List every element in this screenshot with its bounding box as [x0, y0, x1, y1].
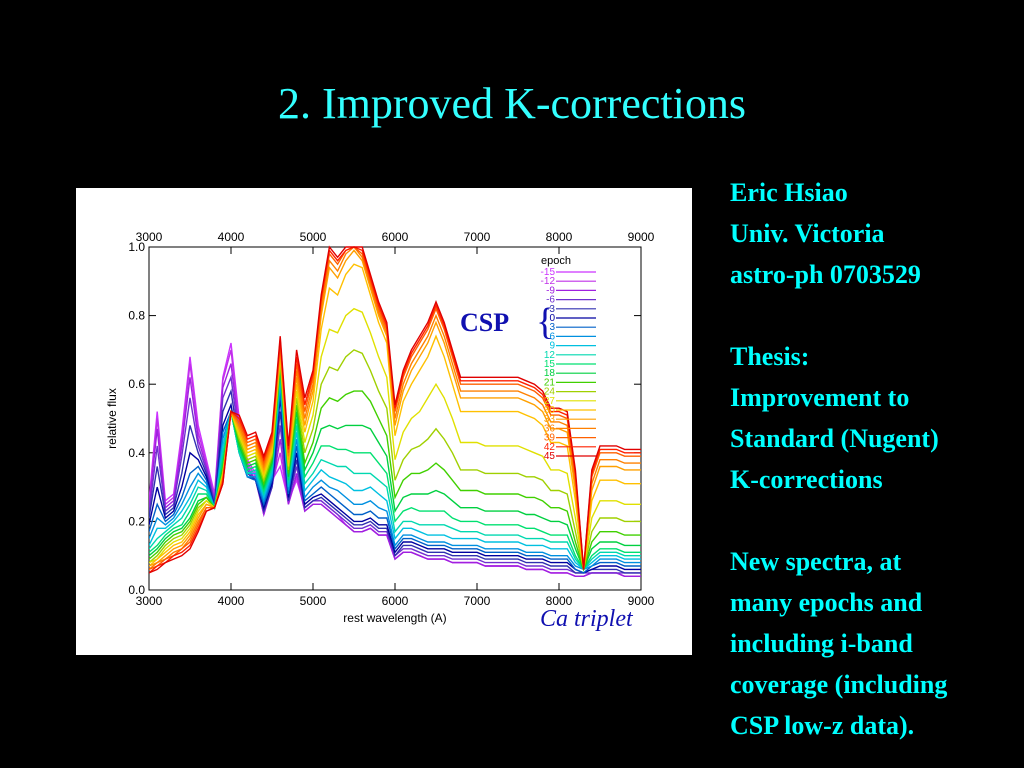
- ca-triplet-label: Ca triplet: [540, 606, 633, 632]
- note-line: many epochs and: [730, 588, 923, 617]
- thesis-line: Improvement to: [730, 383, 910, 412]
- x-tick-label-top: 8000: [546, 230, 573, 244]
- spacer: [730, 295, 1020, 336]
- legend-entry: 0: [549, 313, 555, 324]
- spectra-chart: 3000 3000 4000 4000 5000 5000 6000 6000 7000 7000…: [105, 230, 655, 625]
- note-line: New spectra, at: [730, 547, 902, 576]
- slide-title: 2. Improved K-corrections: [278, 79, 746, 128]
- author-name: Eric Hsiao: [730, 178, 848, 207]
- y-axis-label: relative flux: [105, 388, 119, 449]
- x-tick-label-bottom: 3000: [136, 594, 163, 608]
- spectrum-line: [149, 363, 641, 577]
- legend-title: epoch: [541, 255, 571, 267]
- thesis-line: K-corrections: [730, 465, 883, 494]
- csp-label: CSP: [460, 308, 510, 337]
- legend-entry: 33: [544, 414, 556, 425]
- x-tick-label-top: 6000: [382, 230, 409, 244]
- x-tick-label-bottom: 7000: [464, 594, 491, 608]
- x-axis-label: rest wavelength (A): [343, 611, 446, 625]
- side-text: Eric Hsiao Univ. Victoria astro-ph 07035…: [730, 172, 1020, 746]
- x-tick-label-top: 5000: [300, 230, 327, 244]
- spectrum-line: [149, 388, 641, 574]
- x-tick-label-top: 4000: [218, 230, 245, 244]
- legend-entry: 21: [544, 377, 556, 388]
- thesis-line: Thesis:: [730, 342, 810, 371]
- x-tick-label-bottom: 5000: [300, 594, 327, 608]
- legend-entry: -15: [541, 267, 556, 278]
- x-tick-label-top: 9000: [628, 230, 655, 244]
- legend-entry: 36: [544, 423, 556, 434]
- spectrum-line: [149, 397, 641, 574]
- legend-entry: 39: [544, 433, 556, 444]
- x-tick-label-bottom: 6000: [382, 594, 409, 608]
- y-tick-label: 0.6: [128, 377, 145, 391]
- x-tick-label-bottom: 8000: [546, 594, 573, 608]
- arxiv-reference: astro-ph 0703529: [730, 260, 921, 289]
- legend-entry: 45: [544, 451, 556, 462]
- legend-entry: -9: [546, 285, 555, 296]
- legend-entry: 15: [544, 359, 556, 370]
- x-tick-label-top: 7000: [464, 230, 491, 244]
- x-tick-label-bottom: 9000: [628, 594, 655, 608]
- legend-entry: 9: [549, 341, 555, 352]
- legend-entry: -12: [541, 276, 556, 287]
- spectrum-line: [149, 245, 641, 574]
- legend-entry: 30: [544, 405, 556, 416]
- note-line: including i-band: [730, 629, 913, 658]
- legend-entry: 3: [549, 322, 555, 333]
- author-affiliation: Univ. Victoria: [730, 219, 885, 248]
- legend-entry: -6: [546, 295, 555, 306]
- thesis-line: Standard (Nugent): [730, 424, 939, 453]
- legend-entry: 12: [544, 350, 556, 361]
- y-tick-label: 0.0: [128, 583, 145, 597]
- y-tick-label: 0.4: [128, 446, 145, 460]
- legend-entry: 18: [544, 368, 556, 379]
- legend-entry: -3: [546, 304, 555, 315]
- legend-entry: 24: [544, 387, 556, 398]
- x-tick-label-bottom: 4000: [218, 594, 245, 608]
- note-line: coverage (including: [730, 670, 948, 699]
- y-tick-label: 1.0: [128, 240, 145, 254]
- x-tick-label-top: 3000: [136, 230, 163, 244]
- legend-entry: 27: [544, 396, 556, 407]
- y-tick-label: 0.2: [128, 514, 145, 528]
- csp-brace: {: [536, 301, 555, 343]
- y-tick-label: 0.8: [128, 309, 145, 323]
- note-line: CSP low-z data).: [730, 711, 915, 740]
- legend-entry: 6: [549, 331, 555, 342]
- spectra-figure: 3000 3000 4000 4000 5000 5000 6000 6000 7000 7000…: [76, 188, 692, 655]
- spacer: [730, 500, 1020, 541]
- legend-entry: 42: [544, 442, 556, 453]
